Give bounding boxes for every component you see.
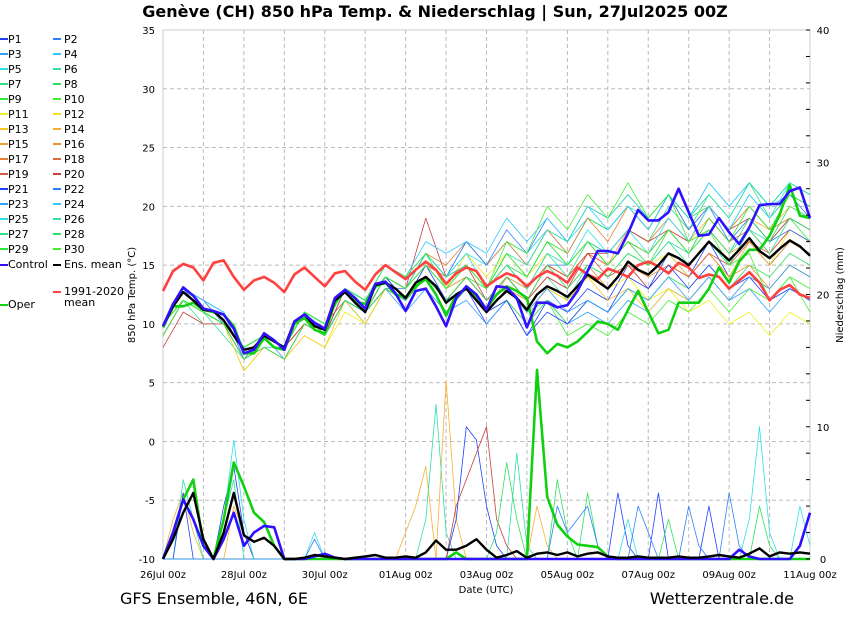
legend-label-p4: P4 [64,48,78,61]
legend-label-p23: P23 [8,198,29,211]
y-right-tick-label: 40 [817,26,830,37]
x-tick-label: 01Aug 00z [379,570,432,581]
legend-label-p11: P11 [8,108,29,121]
grid [163,30,810,559]
y-axis-label: 850 hPa Temp. (°C) [127,247,138,343]
y-tick-label: 0 [149,437,155,448]
y-right-tick-label: 30 [817,158,830,169]
legend-label-p18: P18 [64,153,85,166]
legend-label-p9: P9 [8,93,22,106]
footer-source[interactable]: Wetterzentrale.de [650,589,794,608]
temp-line-control [161,186,812,355]
legend-label-climate-1: 1991-2020 [64,285,124,298]
y-tick-label: -5 [145,496,155,507]
footer-model: GFS Ensemble, 46N, 6E [120,589,308,608]
legend-label-oper: Oper [8,298,35,311]
legend-label-p19: P19 [8,168,29,181]
x-tick-label: 03Aug 00z [460,570,513,581]
legend-label-p20: P20 [64,168,85,181]
precip-line-control [161,498,812,561]
y-axis-right-label: Niederschlag (mm) [835,247,846,343]
y-tick-label: 30 [142,85,155,96]
temp-line-climate-mean [161,259,811,302]
x-tick-label: 09Aug 00z [702,570,755,581]
legend-label-p24: P24 [64,198,85,211]
legend-label-control: Control [8,258,48,271]
x-tick-label: 07Aug 00z [622,570,675,581]
legend-label-p29: P29 [8,243,29,256]
precip-line-ens-mean [161,491,811,561]
y-tick-label: 10 [142,320,155,331]
legend-label-p22: P22 [64,183,85,196]
axes: -10 -5 0 5 10 15 20 25 30 35 0 10 20 30 40 26Jul 00z 28J… [139,26,837,581]
legend-label-p15: P15 [8,138,29,151]
x-tick-label: 26Jul 00z [140,570,186,581]
x-tick-label: 30Jul 00z [302,570,348,581]
legend-label-p8: P8 [64,78,78,91]
legend-label-p13: P13 [8,123,29,136]
legend-label-p26: P26 [64,213,85,226]
y-right-tick-label: 20 [817,291,830,302]
chart-title: Genève (CH) 850 hPa Temp. & Niederschlag… [142,2,727,22]
legend-label-p21: P21 [8,183,29,196]
legend-label-p25: P25 [8,213,29,226]
x-tick-label: 11Aug 00z [783,570,836,581]
y-tick-label: 25 [142,144,155,155]
legend-label-p28: P28 [64,228,85,241]
legend-label-p16: P16 [64,138,85,151]
legend-special: Control Ens. mean 1991-2020 mean Oper [0,0,160,320]
legend-label-p17: P17 [8,153,29,166]
legend-label-ens-mean: Ens. mean [64,258,122,271]
x-tick-label: 05Aug 00z [541,570,594,581]
x-tick-label: 28Jul 00z [221,570,267,581]
y-tick-label: 35 [142,26,155,37]
x-axis-label: Date (UTC) [459,585,514,596]
legend-label-p10: P10 [64,93,85,106]
y-tick-label: 15 [142,261,155,272]
legend-label-p2: P2 [64,33,78,46]
legend-label-p30: P30 [64,243,85,256]
legend-label-p6: P6 [64,63,78,76]
legend: P1 P2 P3 P4 P5 P6 P7 P8 P9 P10 P11 P12 P13 P14 P15 P16 P… [0,33,85,306]
y-tick-label: 5 [149,379,155,390]
temp-line-p28 [162,205,811,360]
legend-label-climate-2: mean [64,296,96,309]
legend-label-p27: P27 [8,228,29,241]
legend-label-p5: P5 [8,63,22,76]
legend-label-p3: P3 [8,48,22,61]
legend-label-p7: P7 [8,78,22,91]
legend-label-p14: P14 [64,123,85,136]
temp-series [161,182,812,372]
legend-label-p12: P12 [64,108,85,121]
y-tick-label: -10 [139,555,155,566]
y-right-tick-label: 10 [817,423,830,434]
legend-label-p1: P1 [8,33,22,46]
y-tick-label: 20 [142,202,155,213]
precip-series [161,368,812,561]
y-right-tick-label: 0 [820,555,826,566]
